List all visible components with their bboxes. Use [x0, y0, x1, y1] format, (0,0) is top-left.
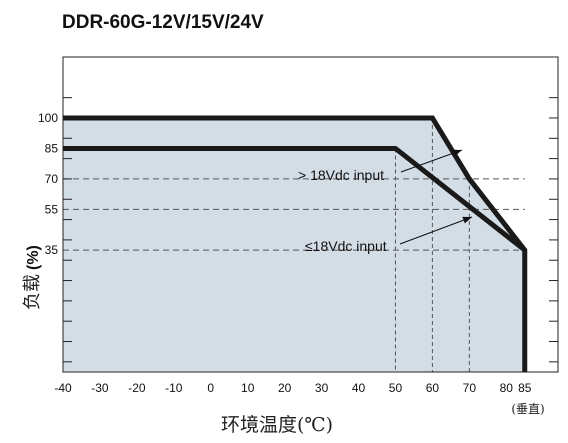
y-tick-label-85: 85 [45, 141, 59, 155]
chart-title: DDR-60G-12V/15V/24V [62, 12, 264, 33]
y-tick-label-55: 55 [45, 202, 59, 216]
x-tick-label-85: 85 [518, 381, 532, 395]
x-tick-labels: -40 -30 -20 -10 0 10 20 30 40 50 60 70 80 85 [54, 381, 531, 395]
series-line-0 [63, 115, 528, 372]
leader-below-18v-head [462, 216, 472, 224]
leader-above-18v-head [452, 149, 462, 157]
x-tick-label--20: -20 [128, 381, 146, 395]
annotation-leaders [399, 149, 473, 245]
leader-below-18v [399, 216, 473, 245]
series-label-above-18v: > 18Vdc input [298, 167, 384, 183]
x-tick-label-40: 40 [352, 381, 366, 395]
series-line-1 [63, 145, 527, 253]
x-axis-label: 环境温度(℃) [221, 414, 333, 436]
x-tick-label-10: 10 [241, 381, 255, 395]
x-tick-label-50: 50 [389, 381, 403, 395]
y-tick-label-35: 35 [45, 243, 59, 257]
y-tick-label-70: 70 [45, 172, 59, 186]
leader-above-18v [400, 149, 463, 173]
x-tick-note: (垂直) [511, 402, 544, 416]
y-tick-labels: 100 85 70 55 35 [38, 111, 58, 257]
x-tick-label-70: 70 [463, 381, 477, 395]
x-tick-label--30: -30 [91, 381, 109, 395]
series-label-below-18v: ≤18Vdc input [305, 238, 387, 254]
y-axis-label: 负载 (%) [22, 245, 43, 310]
plot-frame [62, 56, 559, 373]
y-axis-label-unit: (%) [25, 245, 42, 270]
plot-area [62, 56, 559, 373]
x-tick-label-0: 0 [207, 381, 214, 395]
x-tick-label-20: 20 [278, 381, 292, 395]
x-tick-label-30: 30 [315, 381, 329, 395]
x-tick-label--10: -10 [165, 381, 183, 395]
shaded-operating-region [63, 117, 525, 372]
x-tick-label-80: 80 [500, 381, 514, 395]
x-tick-label--40: -40 [54, 381, 72, 395]
series-lines [63, 115, 528, 372]
y-tick-label-100: 100 [38, 111, 58, 125]
y-axis-label-cjk: 负载 [22, 274, 43, 310]
x-tick-label-60: 60 [426, 381, 440, 395]
